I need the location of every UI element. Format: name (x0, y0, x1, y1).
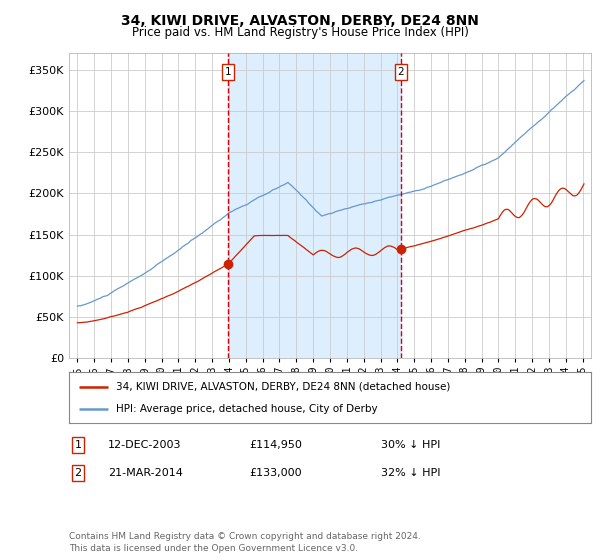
Text: 32% ↓ HPI: 32% ↓ HPI (381, 468, 440, 478)
Text: 34, KIWI DRIVE, ALVASTON, DERBY, DE24 8NN: 34, KIWI DRIVE, ALVASTON, DERBY, DE24 8N… (121, 14, 479, 28)
Text: 30% ↓ HPI: 30% ↓ HPI (381, 440, 440, 450)
Bar (228, 53, 401, 358)
Text: £114,950: £114,950 (249, 440, 302, 450)
Text: Price paid vs. HM Land Registry's House Price Index (HPI): Price paid vs. HM Land Registry's House … (131, 26, 469, 39)
Text: Contains HM Land Registry data © Crown copyright and database right 2024.
This d: Contains HM Land Registry data © Crown c… (69, 532, 421, 553)
Text: HPI: Average price, detached house, City of Derby: HPI: Average price, detached house, City… (116, 404, 377, 414)
Text: 12-DEC-2003: 12-DEC-2003 (108, 440, 182, 450)
Text: 2: 2 (74, 468, 82, 478)
Text: 34, KIWI DRIVE, ALVASTON, DERBY, DE24 8NN (detached house): 34, KIWI DRIVE, ALVASTON, DERBY, DE24 8N… (116, 381, 451, 391)
Text: 2: 2 (398, 67, 404, 77)
Text: 21-MAR-2014: 21-MAR-2014 (108, 468, 183, 478)
Text: £133,000: £133,000 (249, 468, 302, 478)
Text: 1: 1 (74, 440, 82, 450)
Text: 1: 1 (225, 67, 232, 77)
